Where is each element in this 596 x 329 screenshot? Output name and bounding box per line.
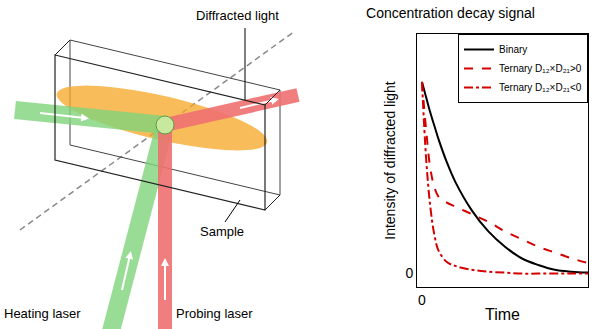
svg-text:Concentration decay signal: Concentration decay signal [366,5,535,21]
svg-text:0: 0 [405,265,413,281]
svg-text:Probing laser: Probing laser [176,306,253,321]
svg-text:0: 0 [418,292,426,308]
svg-text:Diffracted light: Diffracted light [196,8,279,23]
svg-text:Binary: Binary [499,44,527,55]
svg-text:Ternary D₁₂×D₂₁>0: Ternary D₁₂×D₂₁>0 [499,63,582,74]
svg-text:Time: Time [485,306,520,323]
svg-text:Sample: Sample [200,224,244,239]
svg-text:Heating laser: Heating laser [4,306,81,321]
svg-text:Intensity of diffracted light: Intensity of diffracted light [382,81,398,240]
svg-text:Ternary D₁₂×D₂₁<0: Ternary D₁₂×D₂₁<0 [499,82,582,93]
